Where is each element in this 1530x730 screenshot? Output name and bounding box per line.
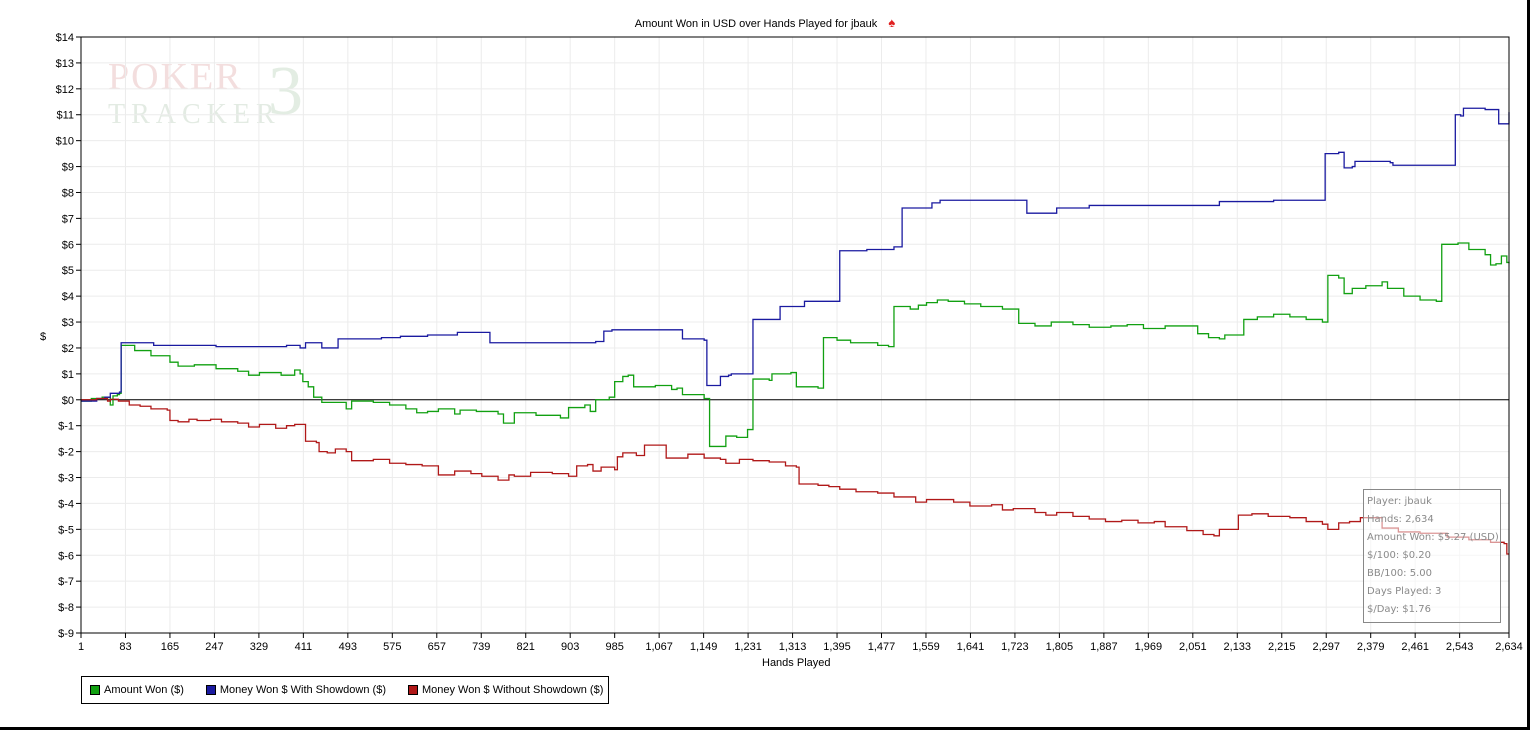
chart-title-text: Amount Won in USD over Hands Played for … <box>634 18 878 30</box>
x-tick-label: 1 <box>78 641 84 653</box>
x-tick-label: 903 <box>561 641 579 653</box>
y-tick-label: $-8 <box>58 602 74 614</box>
x-tick-label: 83 <box>119 641 131 653</box>
x-tick-label: 2,634 <box>1495 641 1523 653</box>
x-tick-label: 821 <box>517 641 535 653</box>
x-axis-ticks: 1 83 165 247 329 411 493 575 657 739 821 903 985 1,06… <box>78 633 1523 653</box>
poker-spade-icon: ♠ <box>888 15 896 30</box>
y-tick-label: $-9 <box>58 628 74 640</box>
x-tick-label: 1,477 <box>868 641 896 653</box>
x-tick-label: 2,297 <box>1312 641 1340 653</box>
y-tick-label: $10 <box>56 136 74 148</box>
x-tick-label: 1,149 <box>690 641 718 653</box>
series-line-2 <box>81 397 1509 555</box>
y-tick-label: $2 <box>62 343 74 355</box>
x-tick-label: 1,395 <box>823 641 851 653</box>
legend-label: Amount Won ($) <box>104 684 184 696</box>
x-tick-label: 1,805 <box>1046 641 1074 653</box>
legend-item: Amount Won ($) <box>90 684 184 696</box>
y-tick-label: $-4 <box>58 498 74 510</box>
series-line-0 <box>81 242 1510 448</box>
y-tick-label: $5 <box>62 265 74 277</box>
x-tick-label: 2,461 <box>1401 641 1429 653</box>
legend-swatch-icon <box>407 685 418 695</box>
x-tick-label: 985 <box>605 641 623 653</box>
x-tick-label: 1,723 <box>1001 641 1029 653</box>
stat-line: $/Day: $1.76 <box>1367 604 1431 615</box>
y-axis-title: $ <box>40 331 46 343</box>
legend-item: Money Won $ Without Showdown ($) <box>407 684 604 696</box>
legend-label: Money Won $ With Showdown ($) <box>219 684 386 696</box>
x-tick-label: 493 <box>339 641 357 653</box>
y-tick-label: $13 <box>56 58 74 70</box>
y-tick-label: $-7 <box>58 576 74 588</box>
data-series <box>81 107 1510 555</box>
stat-line: Hands: 2,634 <box>1367 514 1434 525</box>
y-tick-label: $3 <box>62 317 74 329</box>
x-tick-label: 165 <box>161 641 179 653</box>
y-tick-label: $1 <box>62 369 74 381</box>
window-border-right <box>1527 0 1530 730</box>
x-tick-label: 2,379 <box>1357 641 1385 653</box>
x-tick-label: 1,641 <box>957 641 985 653</box>
y-tick-label: $-5 <box>58 524 74 536</box>
x-tick-label: 657 <box>428 641 446 653</box>
x-tick-label: 2,215 <box>1268 641 1296 653</box>
window-border-bottom <box>0 727 1530 730</box>
x-tick-label: 1,969 <box>1135 641 1163 653</box>
y-tick-label: $-1 <box>58 421 74 433</box>
y-tick-label: $9 <box>62 162 74 174</box>
x-tick-label: 2,133 <box>1224 641 1252 653</box>
x-tick-label: 411 <box>295 641 313 653</box>
y-tick-label: $0 <box>62 395 74 407</box>
x-tick-label: 1,559 <box>912 641 940 653</box>
x-tick-label: 739 <box>472 641 490 653</box>
x-tick-label: 2,543 <box>1446 641 1474 653</box>
y-tick-label: $7 <box>62 213 74 225</box>
y-tick-label: $8 <box>62 187 74 199</box>
y-tick-label: $11 <box>56 110 74 122</box>
y-tick-label: $-3 <box>58 473 74 485</box>
x-tick-label: 575 <box>383 641 401 653</box>
stat-line: Player: jbauk <box>1367 496 1432 507</box>
stat-line: Days Played: 3 <box>1367 586 1442 597</box>
y-tick-label: $4 <box>62 291 74 303</box>
y-axis-ticks: $14 $13 $12 $11 $10 $9 $8 $7 $6 $5 $4 $3 $2 $1 $0 $-1 $-… <box>56 32 81 640</box>
legend-swatch-icon <box>90 685 100 695</box>
chart-title: Amount Won in USD over Hands Played for … <box>0 15 1530 30</box>
y-tick-label: $12 <box>56 84 74 96</box>
y-tick-label: $14 <box>56 32 74 44</box>
x-tick-label: 2,051 <box>1179 641 1207 653</box>
x-axis-title: Hands Played <box>762 657 831 669</box>
stat-line: $/100: $0.20 <box>1367 550 1431 561</box>
y-tick-label: $-6 <box>58 550 74 562</box>
axes <box>80 36 1510 634</box>
y-tick-label: $-2 <box>58 447 74 459</box>
x-tick-label: 1,067 <box>645 641 673 653</box>
legend-swatch-icon <box>205 685 216 695</box>
legend-label: Money Won $ Without Showdown ($) <box>421 684 604 696</box>
series-line-1 <box>81 107 1510 402</box>
x-tick-label: 247 <box>205 641 223 653</box>
x-tick-label: 329 <box>250 641 268 653</box>
x-tick-label: 1,887 <box>1090 641 1118 653</box>
grid-lines <box>80 36 1510 634</box>
stat-line: Amount Won: $5.27 (USD) <box>1367 532 1499 543</box>
x-tick-label: 1,313 <box>779 641 807 653</box>
y-tick-label: $6 <box>62 239 74 251</box>
legend-item: Money Won $ With Showdown ($) <box>205 684 386 696</box>
player-stats-box: Player: jbauk Hands: 2,634 Amount Won: $5.… <box>1363 489 1501 623</box>
x-tick-label: 1,231 <box>734 641 762 653</box>
stat-line: BB/100: 5.00 <box>1367 568 1432 579</box>
chart-legend: Amount Won ($) Money Won $ With Showdown … <box>81 676 609 704</box>
